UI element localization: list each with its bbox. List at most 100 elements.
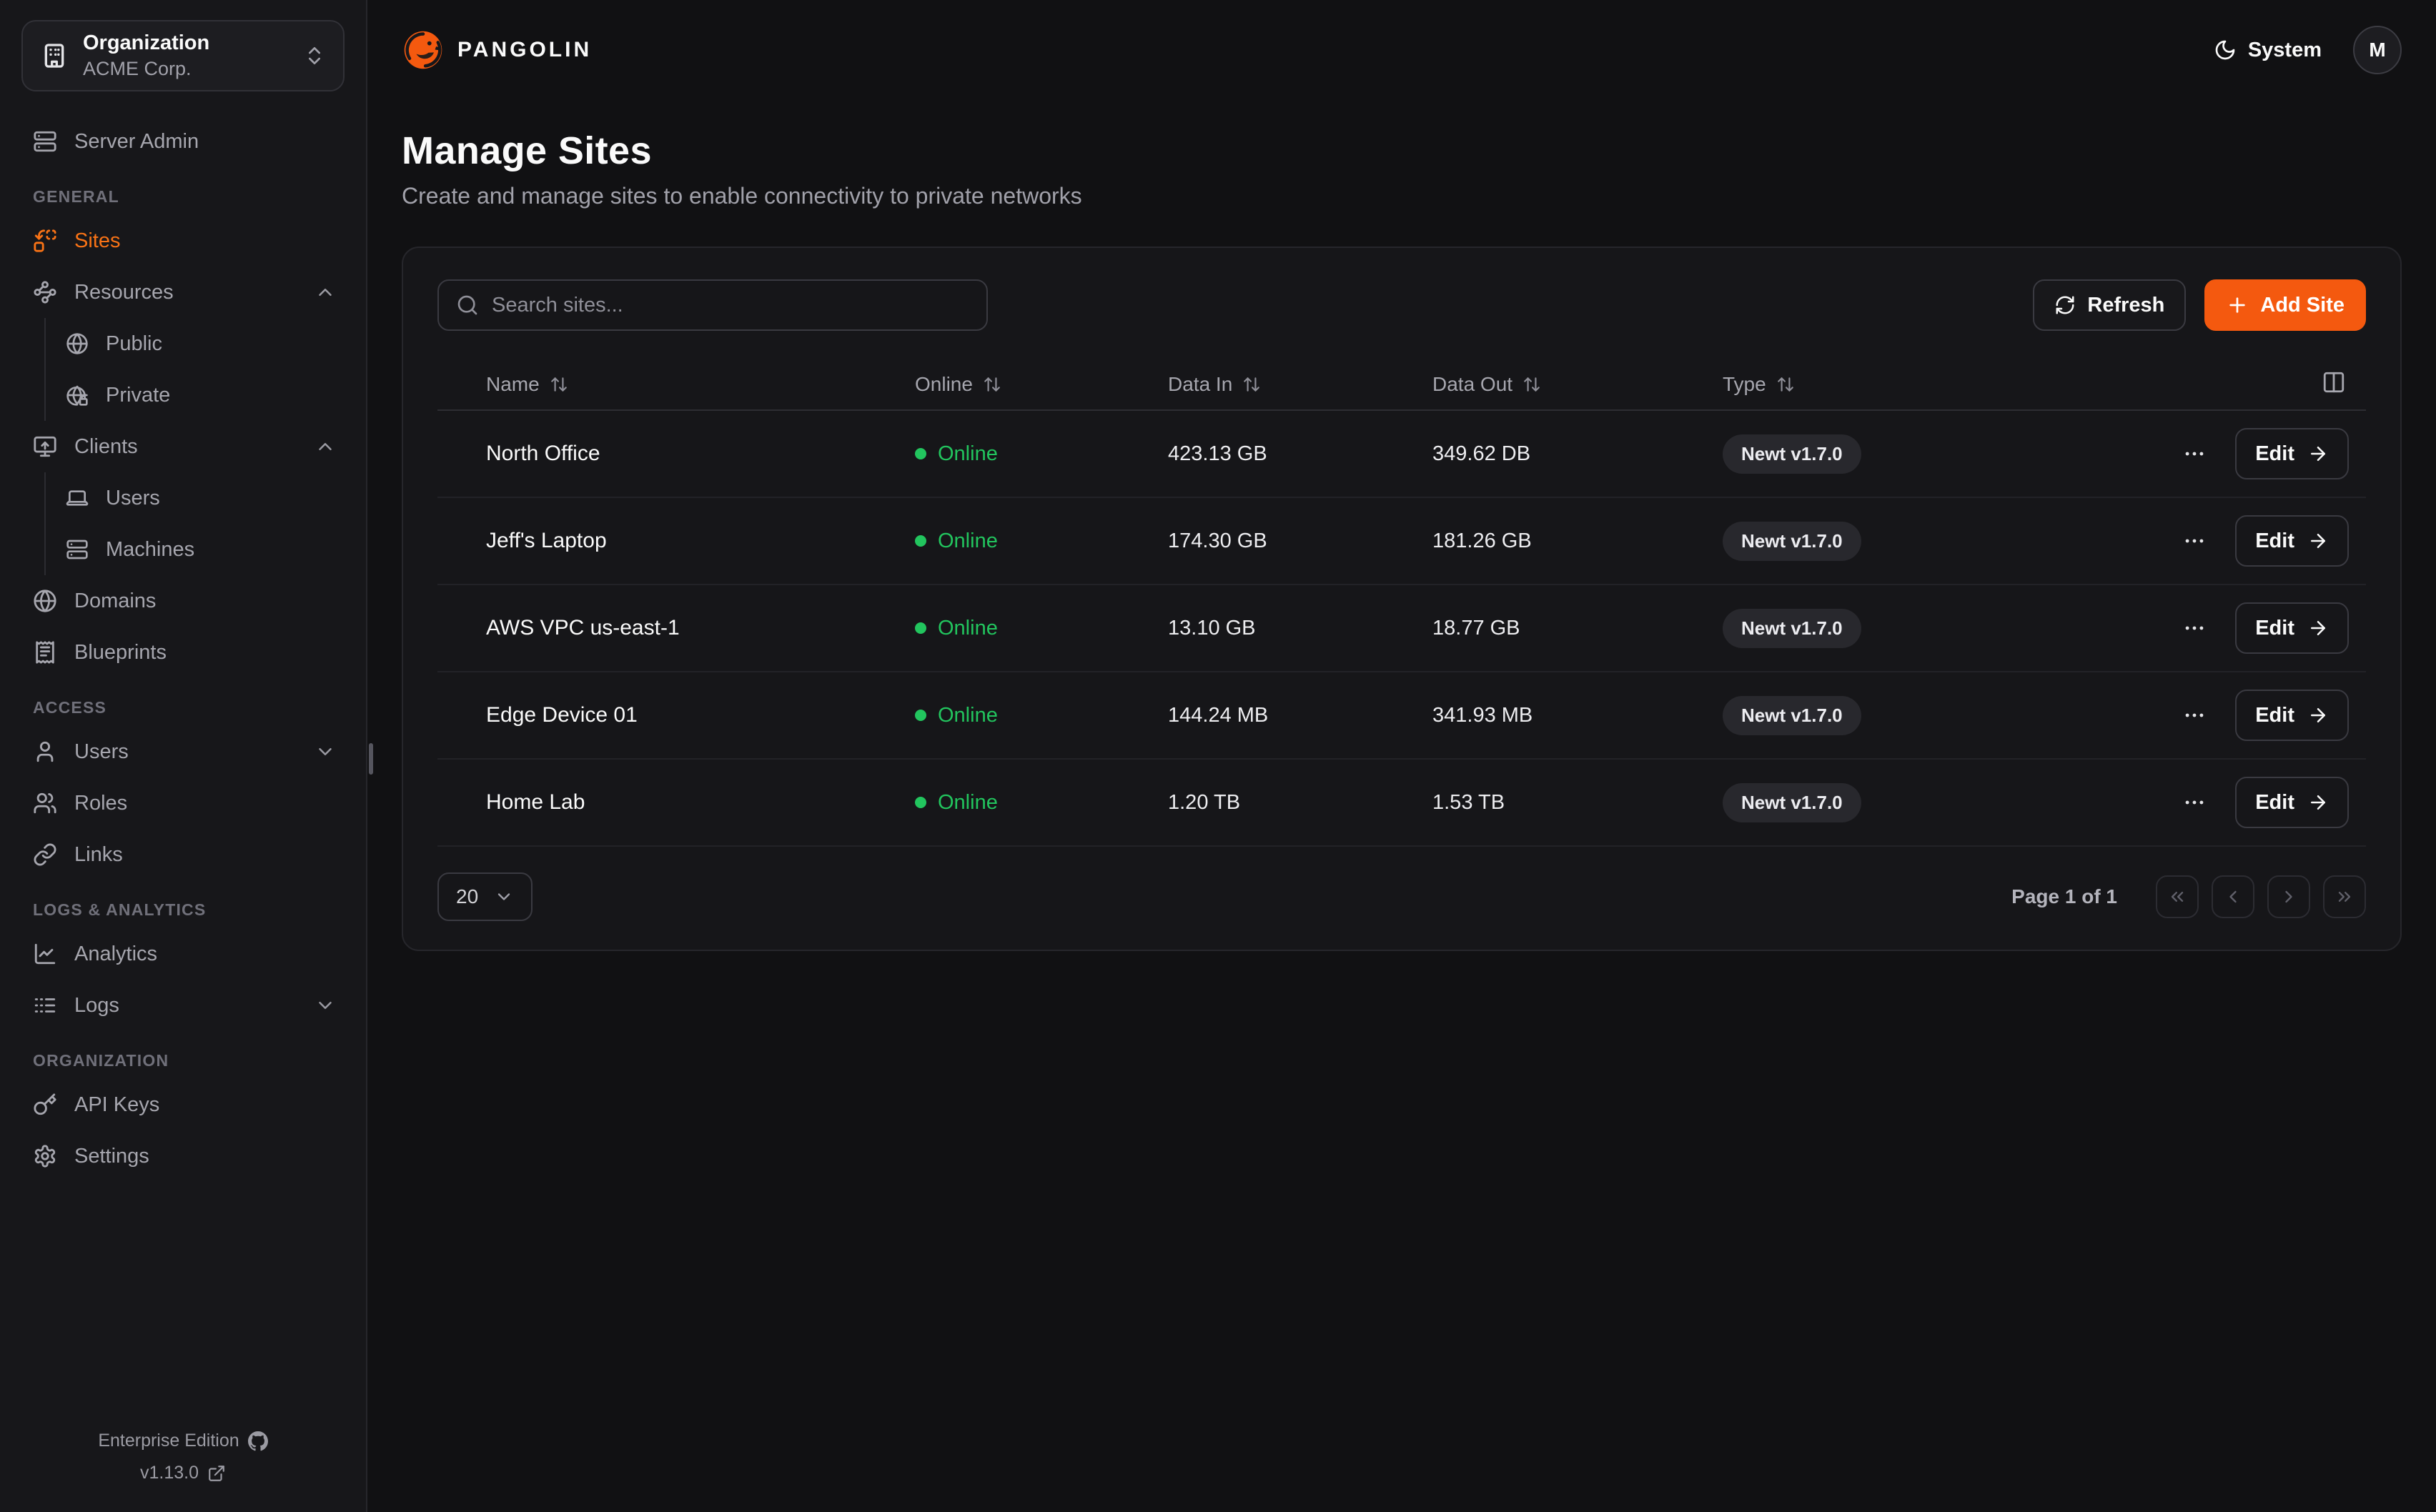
data-in-value: 174.30 GB: [1168, 529, 1267, 552]
sidebar-item-server-admin[interactable]: Server Admin: [21, 116, 345, 167]
rows-per-page-select[interactable]: 20: [437, 872, 533, 921]
version-link[interactable]: v1.13.0: [140, 1463, 226, 1483]
row-menu-button[interactable]: [2177, 523, 2212, 559]
user-avatar[interactable]: M: [2353, 26, 2402, 74]
rows-per-page-value: 20: [456, 885, 479, 907]
sort-header-data-in[interactable]: Data In: [1168, 373, 1261, 396]
sidebar-item-label: Clients: [74, 434, 138, 458]
chevron-up-icon: [319, 443, 332, 450]
theme-toggle-button[interactable]: System: [2214, 39, 2322, 62]
org-switcher[interactable]: Organization ACME Corp.: [21, 20, 345, 91]
building-icon: [44, 44, 64, 68]
sidebar-item-links[interactable]: Links: [21, 829, 345, 880]
online-dot: [915, 622, 926, 634]
type-badge: Newt v1.7.0: [1723, 695, 1861, 735]
arrow-right-icon: [2311, 708, 2325, 722]
type-badge: Newt v1.7.0: [1723, 434, 1861, 474]
edit-button[interactable]: Edit: [2235, 515, 2349, 567]
sort-icon: [1777, 377, 1793, 392]
chevron-left-icon: [2229, 890, 2237, 903]
table-row: North Office Online 423.13 GB 349.62 DB …: [437, 411, 2366, 498]
chevron-down-icon: [497, 893, 510, 900]
sidebar-item-label: Blueprints: [74, 640, 167, 664]
add-site-button[interactable]: Add Site: [2204, 279, 2366, 331]
sidebar-item-label: Users: [74, 740, 129, 763]
edit-button[interactable]: Edit: [2235, 428, 2349, 479]
sidebar-item-label: Roles: [74, 791, 128, 815]
sidebar-item-resources[interactable]: Resources: [21, 267, 345, 318]
sidebar-item-label: Server Admin: [74, 129, 199, 153]
plus-icon: [2229, 297, 2246, 313]
sort-header-online[interactable]: Online: [915, 373, 1001, 396]
sidebar-item-users[interactable]: Users: [21, 726, 345, 777]
page-head: Manage Sites Create and manage sites to …: [402, 129, 2402, 209]
sidebar-item-api-keys[interactable]: API Keys: [21, 1079, 345, 1130]
section-label-organization: ORGANIZATION: [33, 1051, 169, 1070]
sidebar-nav: Server Admin GENERAL Sites Resources Pub…: [21, 116, 345, 1182]
type-badge: Newt v1.7.0: [1723, 521, 1861, 561]
refresh-label: Refresh: [2087, 293, 2165, 317]
brand-logo[interactable]: PANGOLIN: [402, 29, 592, 71]
next-page-button[interactable]: [2267, 875, 2310, 918]
sidebar-item-logs[interactable]: Logs: [21, 980, 345, 1031]
chevron-right-icon: [2285, 890, 2292, 903]
search-box: [437, 279, 988, 331]
online-dot: [915, 710, 926, 721]
edit-button[interactable]: Edit: [2235, 777, 2349, 828]
sidebar-item-public[interactable]: Public: [46, 318, 345, 369]
sidebar-item-roles[interactable]: Roles: [21, 777, 345, 829]
edit-button[interactable]: Edit: [2235, 602, 2349, 654]
github-icon: [247, 1431, 268, 1451]
column-visibility-button[interactable]: [2319, 367, 2349, 402]
status-badge: Online: [915, 791, 1168, 815]
sidebar-resize-handle[interactable]: [369, 743, 373, 775]
sidebar-item-label: Public: [106, 332, 162, 355]
sidebar-item-label: Domains: [74, 589, 157, 612]
edition-link[interactable]: Enterprise Edition: [98, 1431, 268, 1451]
sort-header-type[interactable]: Type: [1723, 373, 1795, 396]
row-menu-button[interactable]: [2177, 610, 2212, 646]
refresh-icon: [2056, 296, 2074, 314]
columns-icon: [2323, 372, 2345, 392]
prev-page-button[interactable]: [2212, 875, 2254, 918]
refresh-button[interactable]: Refresh: [2033, 279, 2187, 331]
search-input[interactable]: [492, 293, 969, 317]
sidebar-item-sites[interactable]: Sites: [21, 215, 345, 267]
sidebar-item-private[interactable]: Private: [46, 369, 345, 421]
sidebar-item-label: Links: [74, 842, 123, 866]
edit-button[interactable]: Edit: [2235, 690, 2349, 741]
key-icon: [34, 1093, 56, 1115]
sidebar-item-blueprints[interactable]: Blueprints: [21, 627, 345, 678]
last-page-button[interactable]: [2323, 875, 2366, 918]
site-name: AWS VPC us-east-1: [486, 616, 680, 640]
sort-header-name[interactable]: Name: [486, 373, 568, 396]
site-name: North Office: [486, 442, 600, 465]
sidebar-item-client-machines[interactable]: Machines: [46, 524, 345, 575]
logs-icon: [34, 998, 56, 1013]
topbar: PANGOLIN System M: [402, 0, 2402, 100]
sites-card: Refresh Add Site Name Online Data In: [402, 247, 2402, 951]
row-menu-button[interactable]: [2177, 785, 2212, 820]
status-badge: Online: [915, 704, 1168, 727]
row-menu-button[interactable]: [2177, 697, 2212, 733]
row-menu-button[interactable]: [2177, 436, 2212, 472]
section-label-logs-analytics: LOGS & ANALYTICS: [33, 900, 207, 919]
sidebar-item-analytics[interactable]: Analytics: [21, 928, 345, 980]
org-switcher-label: Organization: [83, 31, 210, 54]
sidebar-item-settings[interactable]: Settings: [21, 1130, 345, 1182]
arrow-right-icon: [2311, 447, 2325, 461]
first-page-button[interactable]: [2156, 875, 2199, 918]
sites-replace-icon: [34, 229, 56, 252]
ellipsis-icon: [2185, 539, 2204, 543]
section-label-access: ACCESS: [33, 698, 107, 717]
ellipsis-icon: [2185, 626, 2204, 630]
sidebar-item-client-users[interactable]: Users: [46, 472, 345, 524]
pangolin-logo-icon: [404, 31, 442, 69]
server-icon: [34, 131, 56, 152]
external-link-icon: [209, 1465, 224, 1481]
topbar-right: System M: [2214, 26, 2402, 74]
sidebar-item-clients[interactable]: Clients: [21, 421, 345, 472]
sort-header-data-out[interactable]: Data Out: [1432, 373, 1541, 396]
sidebar-item-domains[interactable]: Domains: [21, 575, 345, 627]
chevron-down-icon: [319, 1002, 332, 1009]
